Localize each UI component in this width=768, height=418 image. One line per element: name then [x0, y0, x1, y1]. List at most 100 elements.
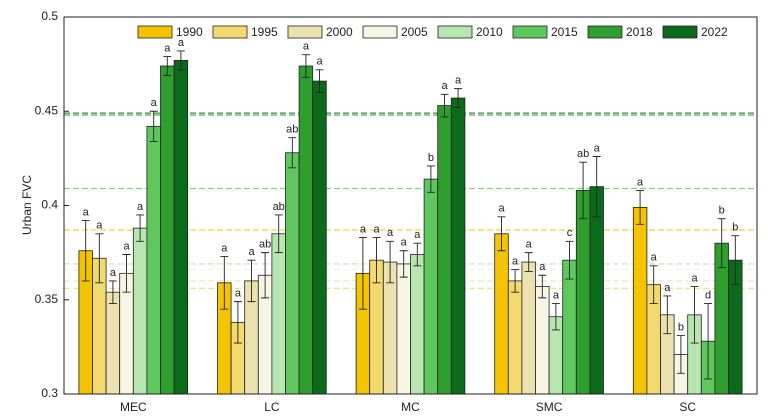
error-bar — [663, 295, 672, 335]
significance-letter: a — [83, 206, 90, 218]
error-bar — [413, 242, 422, 267]
significance-letter: a — [539, 261, 546, 273]
legend-label: 1990 — [176, 25, 203, 39]
error-bar — [315, 69, 324, 93]
error-bar — [690, 286, 699, 344]
legend-label: 1995 — [251, 25, 278, 39]
error-bar — [704, 303, 713, 380]
error-bar — [149, 110, 158, 142]
error-bar — [261, 252, 270, 299]
x-tick-label: MEC — [120, 400, 147, 414]
error-bar — [372, 237, 381, 284]
error-bar — [108, 280, 117, 304]
error-bar — [676, 335, 685, 374]
significance-letter: a — [360, 223, 367, 235]
significance-letter: a — [441, 80, 448, 92]
significance-letter: a — [164, 42, 171, 54]
error-bar — [358, 237, 367, 310]
significance-letter: a — [387, 227, 394, 239]
significance-letter: a — [401, 237, 408, 249]
error-bar — [386, 240, 395, 284]
bar — [160, 65, 175, 395]
error-bar — [163, 56, 172, 76]
significance-letter: a — [123, 240, 130, 252]
error-bar — [636, 189, 645, 225]
error-bar — [524, 252, 533, 272]
bar — [632, 206, 648, 395]
plot-frame — [63, 16, 758, 395]
significance-letter: a — [553, 289, 560, 301]
significance-letter: a — [664, 282, 671, 294]
x-tick-label: LC — [264, 400, 280, 414]
error-bar — [399, 250, 408, 278]
significance-letter: b — [428, 152, 434, 164]
significance-letter: b — [732, 222, 738, 234]
significance-letter: a — [498, 203, 505, 215]
significance-letter: a — [221, 242, 228, 254]
legend-swatch — [287, 25, 323, 39]
significance-letter: ab — [259, 239, 271, 251]
significance-letter: a — [248, 246, 255, 258]
significance-letter: ab — [286, 124, 298, 136]
x-tick-label: SMC — [536, 400, 563, 414]
y-tick-label: 0.45 — [35, 103, 59, 117]
x-tick-label: SC — [679, 400, 696, 414]
error-bar — [511, 269, 520, 293]
error-bar — [551, 303, 560, 331]
bar — [450, 97, 466, 395]
error-bar — [301, 54, 310, 78]
significance-letter: a — [96, 220, 103, 232]
error-bar — [717, 218, 726, 269]
error-bar — [95, 233, 104, 284]
legend-label: 2015 — [551, 25, 578, 39]
significance-letter: b — [678, 321, 684, 333]
significance-letter: a — [455, 75, 462, 87]
legend-label: 2000 — [326, 25, 353, 39]
error-bar — [81, 220, 90, 282]
bar — [562, 259, 577, 395]
error-bar — [579, 161, 588, 220]
significance-letter: ab — [273, 201, 285, 213]
bar — [396, 263, 411, 395]
significance-letter: a — [151, 97, 158, 109]
legend-label: 2018 — [626, 25, 653, 39]
y-axis-label: Urban FVC — [20, 175, 34, 235]
error-bar — [288, 137, 297, 169]
bar — [271, 233, 286, 395]
significance-letter: d — [705, 289, 711, 301]
significance-letter: a — [178, 37, 185, 49]
error-bar — [233, 301, 242, 344]
bar — [437, 105, 452, 395]
y-tick-label: 0.3 — [41, 386, 58, 400]
error-bar — [454, 88, 463, 108]
significance-letter: ab — [577, 148, 589, 160]
legend-swatch — [512, 25, 548, 39]
legend-swatch — [212, 25, 248, 39]
error-bar — [136, 214, 145, 242]
significance-letter: a — [235, 288, 242, 300]
y-tick-label: 0.4 — [41, 198, 58, 212]
significance-letter: a — [651, 252, 658, 264]
bar — [521, 261, 536, 395]
bar — [535, 286, 550, 395]
bar — [312, 80, 327, 395]
significance-letter: a — [137, 201, 144, 213]
legend-swatch — [362, 25, 398, 39]
error-bar — [247, 259, 256, 303]
legend-swatch — [662, 25, 698, 39]
legend-label: 2022 — [701, 25, 728, 39]
bar — [173, 59, 189, 395]
bar — [410, 254, 425, 395]
y-tick-label: 0.35 — [35, 292, 59, 306]
error-bar — [176, 50, 185, 71]
bar — [105, 291, 121, 395]
significance-letter: a — [303, 41, 310, 53]
significance-letter: a — [316, 56, 323, 68]
significance-letter: a — [414, 229, 421, 241]
legend-label: 2010 — [476, 25, 503, 39]
significance-letter: a — [512, 255, 519, 267]
legend-swatch — [587, 25, 623, 39]
error-bar — [592, 156, 601, 218]
significance-letter: c — [567, 227, 573, 239]
